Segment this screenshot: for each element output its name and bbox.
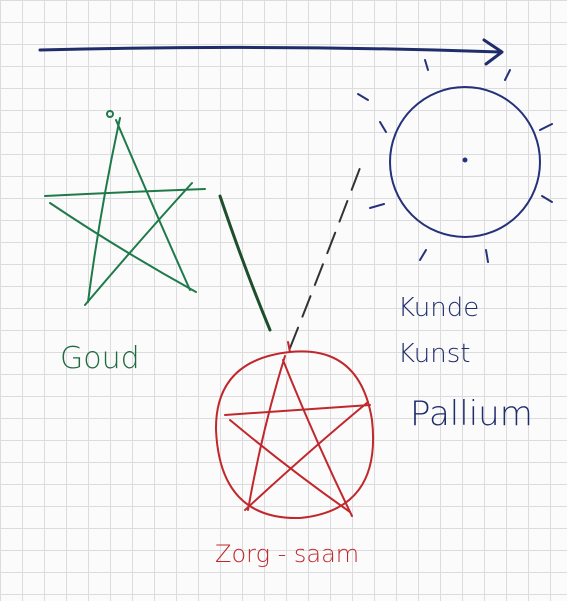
label-kunde: Kunde bbox=[398, 293, 479, 323]
blue-sun bbox=[358, 60, 552, 262]
green-star bbox=[45, 111, 205, 305]
label-zorg-saam: Zorg - saam bbox=[215, 540, 359, 568]
red-star-circle bbox=[216, 342, 373, 518]
dashed-connector bbox=[290, 168, 360, 348]
label-pallium: Pallium bbox=[410, 394, 533, 434]
arrow bbox=[40, 40, 502, 64]
sketch-page: Goud Kunde Kunst Pallium Zorg - saam bbox=[0, 0, 567, 601]
label-goud: Goud bbox=[60, 341, 140, 376]
label-kunst: Kunst bbox=[398, 339, 470, 369]
sketch: Goud Kunde Kunst Pallium Zorg - saam bbox=[0, 0, 567, 601]
green-stroke bbox=[220, 196, 270, 330]
